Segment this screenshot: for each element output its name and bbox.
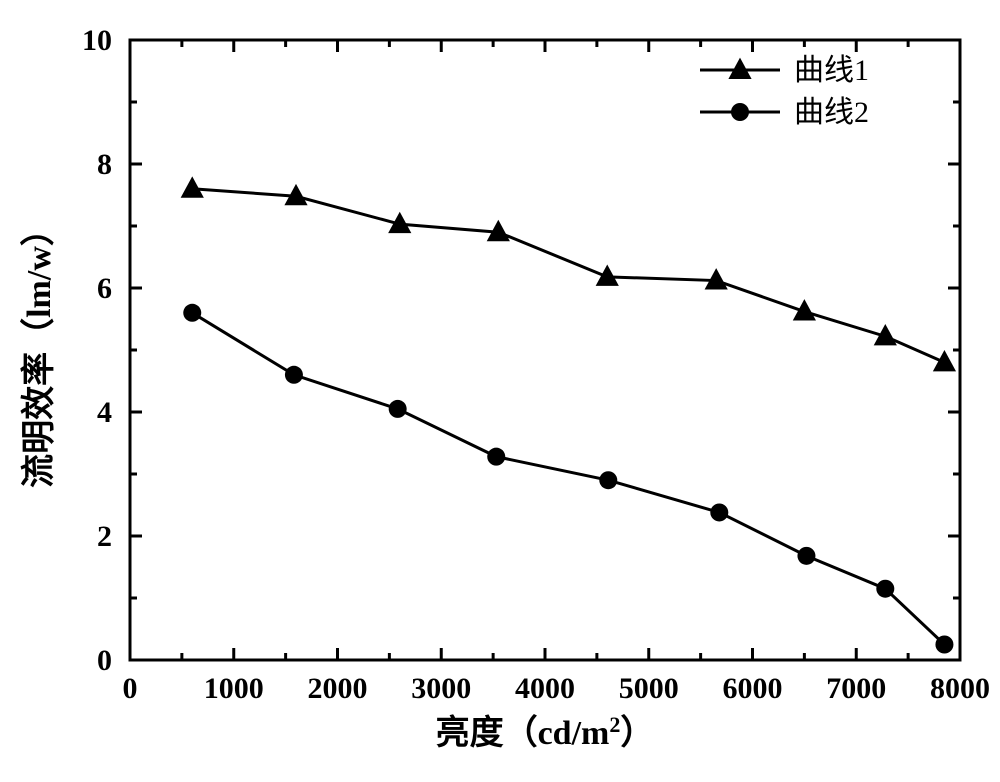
x-tick-label: 7000 xyxy=(826,672,886,705)
y-tick-label: 4 xyxy=(97,396,112,429)
series-marker xyxy=(935,636,953,654)
x-tick-label: 5000 xyxy=(619,672,679,705)
series-marker xyxy=(599,471,617,489)
x-tick-label: 6000 xyxy=(723,672,783,705)
chart-container: 0 1000 2000 3000 4000 5000 6000 7000 8000 0 2 4 6 8 10… xyxy=(0,0,1000,782)
y-tick-label: 8 xyxy=(97,148,112,181)
y-tick-label: 2 xyxy=(97,520,112,553)
y-tick-label: 10 xyxy=(82,24,112,57)
x-tick-label: 1000 xyxy=(204,672,264,705)
series-marker xyxy=(710,503,728,521)
series-marker xyxy=(389,400,407,418)
line-chart: 0 1000 2000 3000 4000 5000 6000 7000 8000 0 2 4 6 8 10… xyxy=(0,0,1000,782)
series-marker xyxy=(876,580,894,598)
x-tick-label: 8000 xyxy=(930,672,990,705)
y-tick-label: 0 xyxy=(97,644,112,677)
series-marker xyxy=(487,448,505,466)
x-tick-label: 4000 xyxy=(515,672,575,705)
legend-marker xyxy=(731,103,749,121)
series-marker xyxy=(183,304,201,322)
x-tick-label: 0 xyxy=(123,672,138,705)
legend-label: 曲线2 xyxy=(794,96,869,129)
series-marker xyxy=(285,366,303,384)
y-tick-label: 6 xyxy=(97,272,112,305)
x-tick-label: 2000 xyxy=(308,672,368,705)
y-axis-label: 流明效率（lm/w） xyxy=(19,212,58,488)
legend-label: 曲线1 xyxy=(794,54,869,87)
x-axis-label: 亮度（cd/m2） xyxy=(436,712,655,753)
series-marker xyxy=(797,547,815,565)
x-tick-label: 3000 xyxy=(411,672,471,705)
